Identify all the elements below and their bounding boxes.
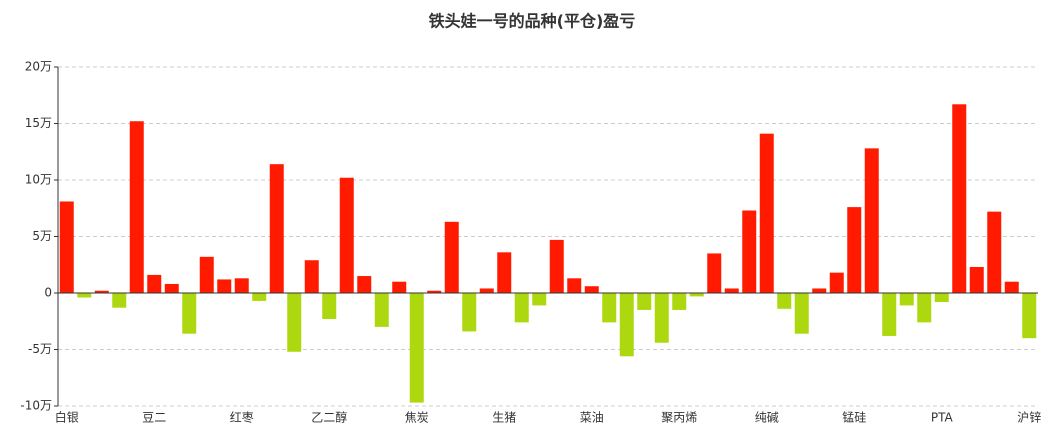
x-tick-label: PTA — [931, 411, 954, 425]
bar — [847, 207, 862, 293]
bar — [934, 293, 949, 303]
bar — [357, 276, 372, 293]
bar — [462, 293, 477, 332]
bar — [497, 252, 512, 293]
bar — [829, 272, 844, 293]
bar — [252, 293, 267, 301]
bar — [584, 286, 599, 293]
bar — [689, 293, 704, 297]
bar — [917, 293, 932, 323]
y-tick-label: 0 — [44, 286, 52, 300]
x-tick-label: 乙二醇 — [311, 410, 347, 425]
x-tick-label: 聚丙烯 — [661, 411, 697, 425]
bar — [234, 278, 249, 293]
x-tick-label: 红枣 — [230, 410, 254, 425]
bar — [514, 293, 529, 323]
bar — [409, 293, 424, 403]
bar — [899, 293, 914, 306]
bar — [549, 239, 564, 293]
bar — [94, 290, 109, 293]
bar — [654, 293, 669, 343]
bar — [952, 104, 967, 293]
bar — [217, 279, 232, 293]
bar — [969, 267, 984, 293]
y-tick-label: 10万 — [25, 173, 52, 187]
chart-title: 铁头娃一号的品种(平仓)盈亏 — [429, 12, 636, 31]
bar — [864, 148, 879, 293]
bar — [479, 288, 494, 293]
bar — [287, 293, 302, 352]
bar — [444, 221, 459, 293]
bar — [77, 293, 92, 298]
x-tick-label: 纯碱 — [755, 411, 779, 425]
bar — [182, 293, 197, 334]
bar — [129, 121, 144, 294]
bar — [199, 256, 214, 293]
bar — [742, 210, 757, 293]
bar — [707, 253, 722, 293]
bar — [339, 177, 354, 293]
bar — [759, 133, 774, 293]
bar — [392, 281, 407, 293]
bar — [602, 293, 617, 323]
bar — [322, 293, 337, 319]
x-tick-label: 白银 — [55, 410, 79, 425]
bar — [427, 290, 442, 293]
x-tick-label: 菜油 — [580, 411, 604, 425]
bar — [637, 293, 652, 310]
y-tick-label: 20万 — [25, 60, 52, 74]
bar — [794, 293, 809, 334]
bar — [374, 293, 389, 327]
bar — [777, 293, 792, 309]
y-tick-label: -10万 — [20, 399, 52, 413]
bar — [812, 288, 827, 293]
y-tick-label: 5万 — [32, 229, 52, 243]
bar — [619, 293, 634, 357]
bar — [1004, 281, 1019, 293]
bar — [882, 293, 897, 336]
bar — [147, 274, 162, 293]
bar — [567, 278, 582, 293]
bar — [532, 293, 547, 306]
bar — [1022, 293, 1037, 339]
bar — [724, 288, 739, 293]
bar — [672, 293, 687, 310]
bar — [164, 283, 179, 293]
x-tick-label: 豆二 — [142, 411, 166, 425]
x-tick-label: 生猪 — [492, 411, 516, 425]
x-tick-label: 沪锌 — [1017, 411, 1041, 425]
bar — [59, 201, 74, 293]
bar — [269, 164, 284, 293]
y-tick-label: -5万 — [28, 342, 52, 356]
x-tick-label: 锰硅 — [842, 410, 866, 425]
bar — [112, 293, 127, 308]
y-tick-label: 15万 — [25, 116, 52, 130]
bar — [304, 260, 319, 293]
x-tick-label: 焦炭 — [405, 411, 429, 425]
bar — [987, 211, 1002, 293]
